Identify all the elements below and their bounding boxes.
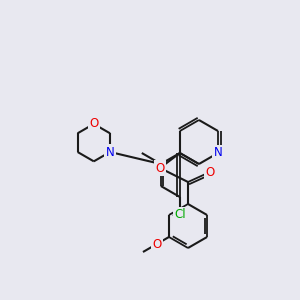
Text: O: O — [89, 118, 98, 130]
Text: Cl: Cl — [174, 208, 186, 221]
Text: O: O — [206, 166, 214, 178]
Text: O: O — [152, 238, 161, 250]
Text: N: N — [214, 146, 222, 160]
Text: O: O — [155, 161, 165, 175]
Text: N: N — [106, 146, 114, 158]
